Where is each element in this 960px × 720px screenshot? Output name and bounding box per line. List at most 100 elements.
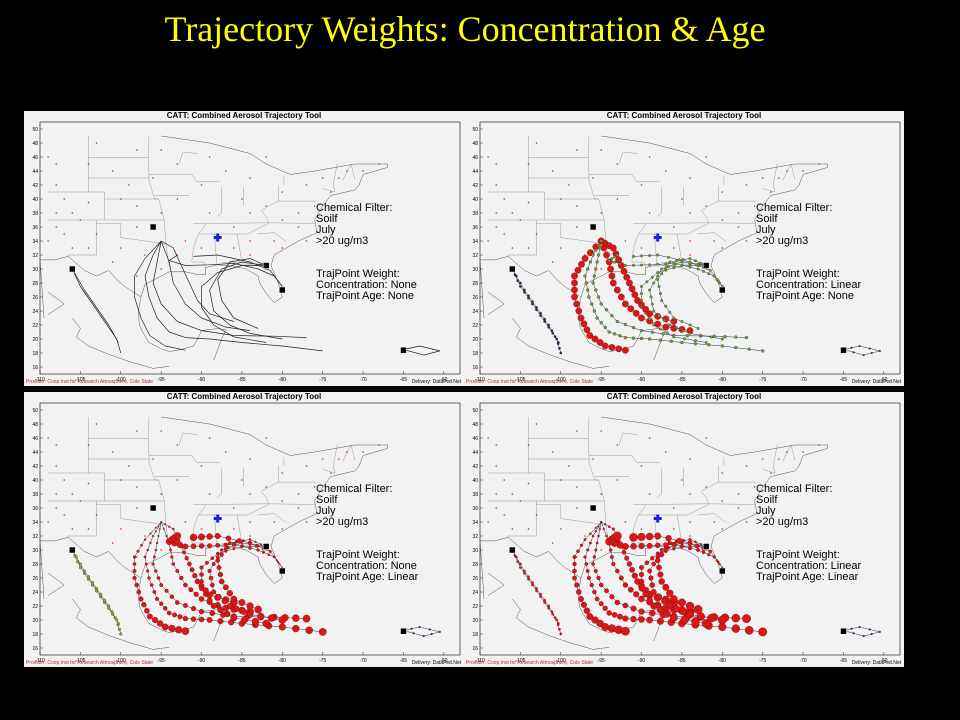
trajectory-point [702,269,705,273]
trajectory-point [136,549,140,553]
trajectory-point [639,328,644,333]
lon-tick-label: -110 [35,377,45,383]
station-dot [120,528,122,530]
trajectory-point [161,623,169,631]
trajectory-point [596,339,604,346]
trajectory-point [198,596,205,602]
trajectory-point [110,610,114,614]
trajectory-point [535,308,538,312]
lat-tick-label: 30 [32,548,38,554]
state-line [488,472,545,502]
lat-tick-label: 44 [472,450,478,456]
lat-tick-label: 50 [472,408,478,414]
state-line [199,233,243,263]
station-dot [616,163,619,165]
lat-tick-label: 22 [472,604,478,610]
trajectory-point [583,274,587,278]
state-line [67,220,97,257]
station-dot [600,549,602,551]
trajectory-point [606,610,612,616]
station-dot [71,212,74,214]
station-dot [120,247,122,249]
filter-threshold: >20 ug/m3 [316,235,369,247]
trajectory-point [217,618,224,625]
panel-header: CATT: Combined Aerosol Trajectory Tool [606,392,762,401]
state-line [257,513,287,523]
trajectory-point [665,331,669,335]
trajectory-point [612,332,617,336]
trajectory-point [527,294,530,298]
trajectory-point [535,589,538,593]
station-dot [721,247,724,249]
weight-age: TrajPoint Age: None [316,290,415,302]
trajectory-point [543,317,546,321]
lon-tick-label: -95 [598,658,605,664]
station-dot [673,247,675,249]
lon-tick-label: -75 [319,658,326,664]
station-dot [786,170,788,172]
trajectory-panel-bottom-left: 50 48 46 44 42 40 38 36 34 32 30 28 26 24 22 20 18 16 -110… [24,392,464,667]
trajectory-point [599,239,603,243]
delivery-credit: Delivery: DataFed.Net [851,379,901,385]
trajectory-point [591,616,599,624]
trajectory-point [210,556,215,560]
lat-tick-label: 38 [32,211,38,217]
trajectory-point [646,596,653,604]
trajectory-point [664,268,668,272]
trajectory-point [231,542,236,547]
station-dot [705,486,707,488]
state-line [96,223,166,244]
source-marker [702,262,710,269]
station-dot [576,430,578,432]
filter-heading: Chemical Filter: [756,483,833,495]
trajectory-point [704,341,708,344]
state-line [536,504,606,525]
map-frame [39,121,461,375]
trajectory-point [592,589,597,595]
source-marker [262,543,270,550]
trajectory-point [223,610,231,618]
trajectory-point [632,254,635,258]
trajectory-point [210,603,217,609]
trajectory-point [610,555,614,559]
station-dot [624,521,627,523]
source-marker [719,286,726,294]
lon-tick-label: -100 [116,377,126,383]
trajectory-point [672,261,676,265]
station-dot [584,535,586,537]
station-dot [281,247,284,249]
trajectory-point [531,583,534,587]
trajectory-point [519,281,522,285]
station-dot [689,177,691,179]
trajectory-point [207,568,212,574]
trajectory-point [155,541,159,545]
trajectory-point [677,258,681,262]
trajectory-point [516,279,520,283]
trajectory-point [627,305,635,313]
trajectory-point [422,635,425,638]
trajectory-point [699,261,703,265]
lat-tick-label: 26 [472,295,478,301]
trajectory-point [241,616,249,624]
trajectory-point [664,266,668,270]
trajectory-point [217,606,224,614]
station-dot [745,521,748,523]
station-dot [802,451,804,453]
lon-tick-label: -60 [880,658,887,664]
station-dot [313,205,316,207]
trajectory-point [658,338,663,342]
station-dot [640,528,643,530]
trajectory-point [571,279,578,287]
trajectory-point [617,613,623,620]
trajectory-point [656,262,660,266]
trajectory-point [583,326,591,334]
lat-tick-label: 16 [32,646,38,652]
station-dot [737,493,740,495]
trajectory-point [627,586,634,593]
trajectory-point [577,314,585,322]
trajectory-point [624,555,630,561]
trajectory-point [246,602,254,610]
trajectory-point [531,302,534,306]
state-line [639,233,683,263]
trajectory-point [535,587,538,590]
